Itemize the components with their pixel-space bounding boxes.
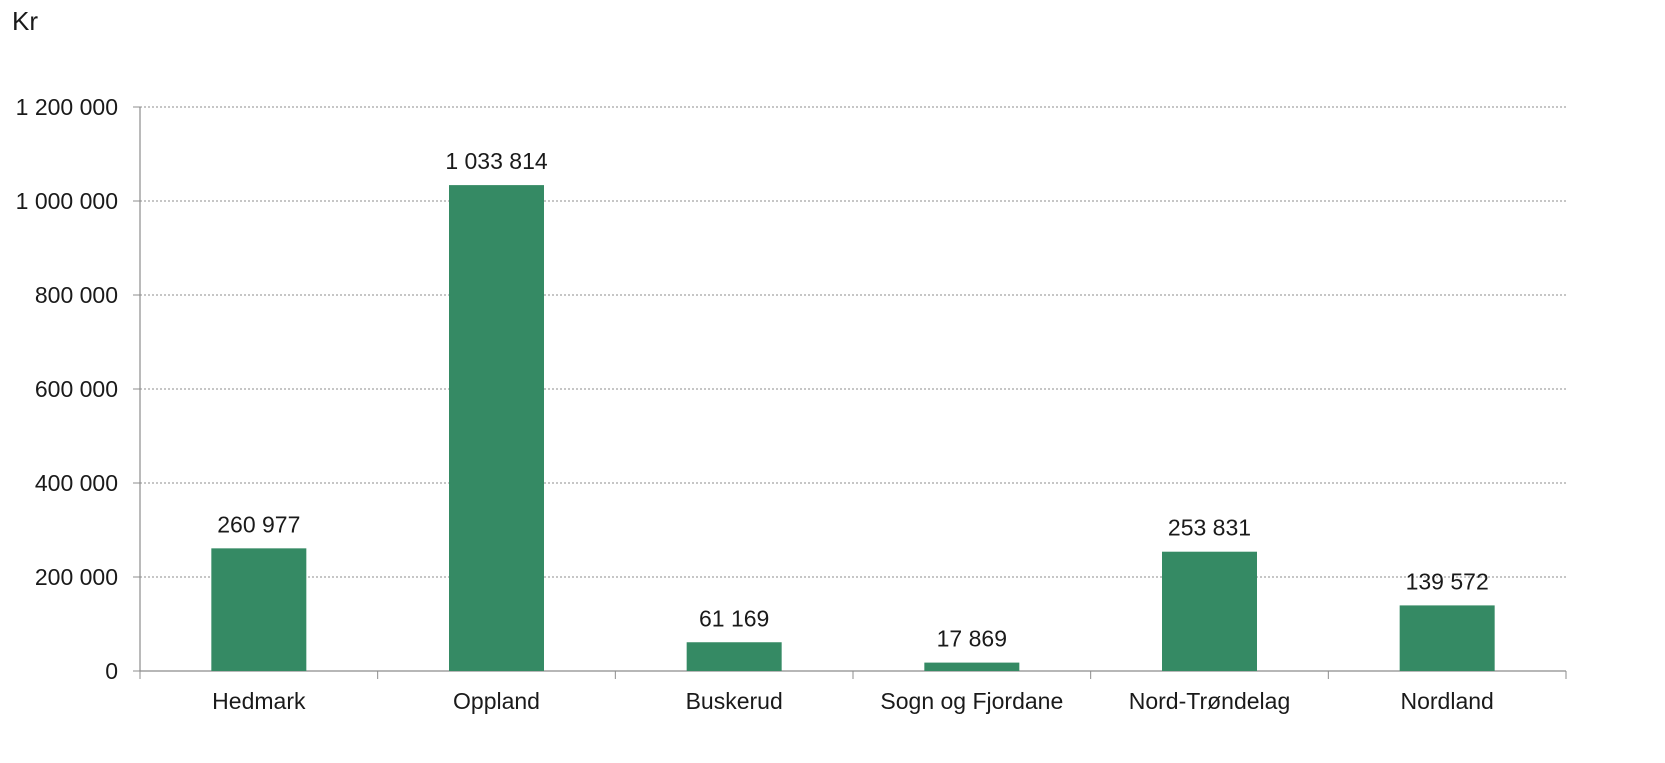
category-label: Nordland bbox=[1400, 688, 1493, 714]
category-label: Nord-Trøndelag bbox=[1129, 688, 1290, 714]
gridlines bbox=[140, 106, 1566, 578]
data-label: 17 869 bbox=[937, 626, 1007, 652]
bar bbox=[449, 185, 544, 671]
axes bbox=[133, 106, 1567, 679]
y-tick-label: 1 200 000 bbox=[16, 94, 118, 120]
category-label: Buskerud bbox=[686, 688, 783, 714]
category-label: Hedmark bbox=[212, 688, 306, 714]
bar bbox=[211, 548, 307, 671]
data-label: 1 033 814 bbox=[445, 148, 548, 174]
bar bbox=[1399, 605, 1495, 671]
category-label: Sogn og Fjordane bbox=[880, 688, 1063, 714]
data-labels: 260 977 1 033 814 61 169 17 869 253 831 139 5… bbox=[217, 148, 1488, 651]
bar bbox=[1162, 551, 1257, 671]
data-label: 260 977 bbox=[217, 511, 300, 537]
y-tick-label: 200 000 bbox=[35, 564, 118, 590]
y-tick-labels: 0 200 000 400 000 600 000 800 000 1 000 000 1 … bbox=[16, 94, 118, 684]
data-label: 61 169 bbox=[699, 605, 769, 631]
y-tick-label: 800 000 bbox=[35, 282, 118, 308]
category-labels: Hedmark Oppland Buskerud Sogn og Fjordane No… bbox=[212, 688, 1494, 714]
data-label: 253 831 bbox=[1168, 515, 1251, 541]
bar bbox=[924, 662, 1020, 671]
y-tick-label: 400 000 bbox=[35, 470, 118, 496]
y-tick-label: 600 000 bbox=[35, 376, 118, 402]
data-label: 139 572 bbox=[1406, 568, 1489, 594]
y-tick-label: 1 000 000 bbox=[16, 188, 118, 214]
y-unit-label: Kr bbox=[12, 6, 38, 36]
category-label: Oppland bbox=[453, 688, 540, 714]
bar bbox=[686, 642, 782, 671]
bars bbox=[211, 185, 1495, 671]
y-tick-label: 0 bbox=[105, 658, 118, 684]
